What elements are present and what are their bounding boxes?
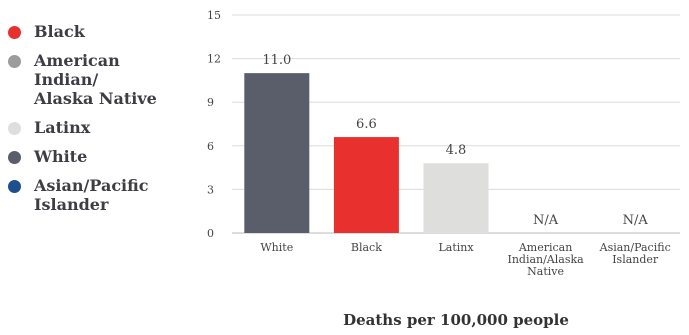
x-tick-label-line: Black <box>351 241 382 254</box>
data-label: N/A <box>623 213 649 228</box>
x-tick-label-line: Native <box>527 265 564 278</box>
legend: Black American Indian/ Alaska Native Latin… <box>8 22 178 224</box>
y-tick-label: 6 <box>207 140 214 153</box>
legend-item: White <box>8 147 178 166</box>
legend-swatch <box>8 151 21 164</box>
data-label: 4.8 <box>446 143 467 158</box>
legend-swatch <box>8 55 21 68</box>
legend-label: American Indian/ Alaska Native <box>34 51 157 108</box>
legend-item: Latinx <box>8 118 178 137</box>
x-tick-label: Latinx <box>438 241 474 254</box>
legend-label: Asian/Pacific Islander <box>34 176 149 214</box>
x-tick-label-line: Islander <box>612 253 659 266</box>
x-tick-label: American Indian/Alaska Native <box>507 241 584 278</box>
x-tick-label-line: White <box>260 241 293 254</box>
x-tick-label: White <box>260 241 293 254</box>
x-tick-label-line: Asian/Pacific <box>599 241 671 254</box>
legend-item: Black <box>8 22 178 41</box>
x-tick-label-line: Indian/Alaska <box>507 253 584 266</box>
bar <box>333 137 399 233</box>
legend-swatch <box>8 122 21 135</box>
x-tick-label: Black <box>351 241 382 254</box>
legend-label: Black <box>34 22 85 41</box>
legend-swatch <box>8 180 21 193</box>
y-tick-label: 15 <box>207 9 221 22</box>
x-axis-title: Deaths per 100,000 people <box>343 311 569 329</box>
x-tick-label-line: American <box>518 241 572 254</box>
legend-label: Latinx <box>34 118 91 137</box>
data-label: 11.0 <box>262 53 291 68</box>
bar <box>423 163 489 233</box>
legend-item: Asian/Pacific Islander <box>8 176 178 214</box>
data-label: 6.6 <box>356 117 377 132</box>
data-label: N/A <box>533 213 559 228</box>
legend-label: White <box>34 147 88 166</box>
y-tick-label: 12 <box>207 53 221 66</box>
legend-item: American Indian/ Alaska Native <box>8 51 178 108</box>
y-tick-label: 0 <box>207 227 214 240</box>
y-tick-label: 3 <box>207 183 214 196</box>
x-tick-label: Asian/Pacific Islander <box>599 241 671 266</box>
legend-swatch <box>8 26 21 39</box>
bar <box>244 73 310 233</box>
y-tick-label: 9 <box>207 96 214 109</box>
x-tick-label-line: Latinx <box>438 241 474 254</box>
